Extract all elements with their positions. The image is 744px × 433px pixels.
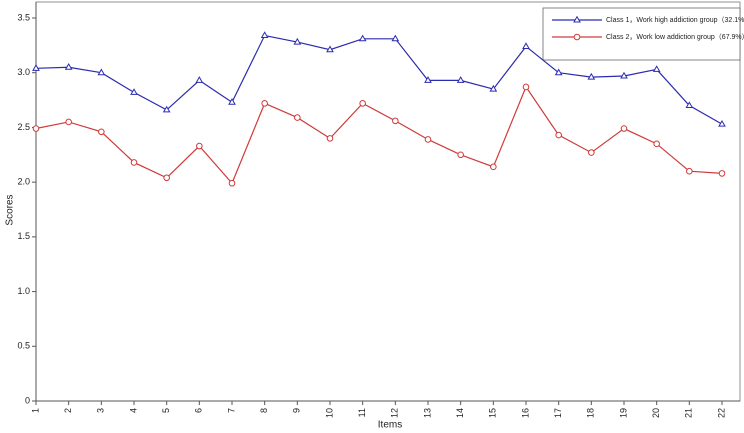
x-tick-label: 20: [651, 408, 661, 418]
x-tick-label: 13: [422, 408, 432, 418]
x-tick-label: 11: [357, 408, 367, 417]
marker: [130, 159, 138, 166]
x-tick-label: 9: [292, 408, 302, 413]
marker: [195, 76, 204, 83]
x-tick-label: 5: [161, 408, 171, 413]
x-tick-label: 10: [324, 408, 334, 418]
marker: [424, 76, 432, 83]
y-tick-label: 3.0: [17, 67, 30, 77]
marker: [32, 64, 40, 71]
marker: [718, 170, 726, 177]
marker: [358, 34, 367, 42]
y-tick-label: 2.5: [17, 122, 30, 132]
marker: [228, 179, 236, 187]
x-tick-label: 18: [586, 408, 596, 418]
marker: [359, 100, 366, 107]
marker: [424, 136, 432, 143]
marker: [587, 72, 596, 80]
marker: [97, 68, 106, 76]
marker: [457, 151, 464, 159]
marker: [98, 128, 105, 136]
marker: [162, 105, 171, 113]
x-tick-label: 3: [96, 408, 106, 413]
marker: [294, 114, 301, 121]
y-tick-label: 1.5: [17, 231, 30, 241]
legend-label: Class 1，Work high addiction group（32.1%）: [606, 16, 744, 24]
series-line: [35, 85, 723, 185]
x-tick-label: 7: [226, 408, 236, 413]
marker: [555, 131, 562, 139]
x-tick-label: 22: [716, 408, 726, 418]
marker: [522, 83, 530, 91]
marker: [32, 125, 40, 132]
marker: [653, 140, 660, 148]
y-tick-label: 0.5: [17, 341, 30, 351]
x-tick-label: 14: [455, 408, 465, 418]
marker: [293, 37, 302, 45]
marker: [65, 118, 72, 126]
y-tick-label: 3.5: [17, 12, 30, 22]
y-axis-label: Scores: [5, 194, 16, 225]
marker: [554, 68, 563, 76]
x-tick-label: 17: [553, 408, 563, 418]
marker: [522, 42, 530, 49]
marker: [64, 63, 73, 70]
x-tick-label: 15: [488, 408, 498, 418]
plot-frame: [35, 1, 741, 402]
marker: [391, 34, 400, 42]
x-tick-label: 21: [684, 408, 694, 418]
marker: [718, 119, 726, 127]
marker: [686, 167, 693, 175]
y-tick-label: 2.0: [17, 177, 30, 187]
x-tick-label: 1: [30, 408, 40, 413]
x-axis-label: Items: [378, 420, 402, 431]
marker: [620, 71, 628, 79]
marker: [573, 15, 581, 23]
marker: [228, 98, 236, 105]
marker: [573, 33, 581, 41]
marker: [326, 45, 334, 53]
marker: [652, 65, 661, 72]
marker: [130, 88, 138, 95]
series-line: [35, 34, 723, 125]
marker: [260, 31, 269, 39]
x-tick-label: 19: [618, 408, 628, 418]
marker: [261, 100, 268, 107]
marker: [392, 117, 399, 125]
legend-label: Class 2，Work low addiction group（67.9%）: [606, 33, 744, 41]
marker: [196, 142, 203, 150]
x-tick-label: 12: [390, 408, 400, 418]
marker: [163, 174, 170, 182]
x-tick-label: 8: [259, 408, 269, 413]
marker: [489, 84, 498, 92]
y-tick-label: 0: [25, 395, 30, 405]
marker: [456, 76, 465, 83]
x-tick-label: 4: [128, 408, 138, 413]
marker: [490, 163, 497, 171]
marker: [685, 101, 694, 109]
x-tick-label: 2: [63, 408, 73, 413]
x-tick-label: 6: [194, 408, 204, 413]
marker: [588, 149, 595, 156]
x-tick-label: 16: [520, 408, 530, 418]
y-tick-label: 1.0: [17, 286, 30, 296]
marker: [620, 125, 628, 132]
marker: [326, 135, 334, 142]
